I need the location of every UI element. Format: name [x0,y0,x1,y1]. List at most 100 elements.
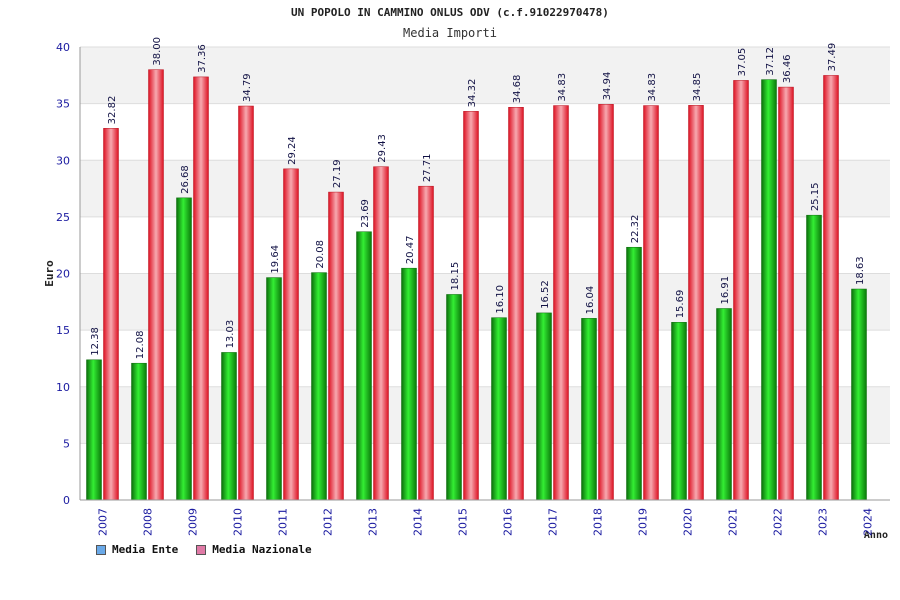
data-label: 18.15 [450,262,461,291]
bar-media-nazionale [508,106,524,501]
data-label: 12.08 [135,331,146,360]
legend-item-nazionale: Media Nazionale [196,543,312,556]
data-label: 13.03 [225,320,236,349]
bar-media-ente [401,267,417,501]
bar-media-ente [761,79,777,501]
y-tick-label: 10 [56,381,70,394]
bar-media-nazionale [103,128,119,501]
data-label: 18.63 [855,256,866,285]
bar-media-ente [581,318,597,501]
data-label: 34.68 [512,75,523,104]
x-tick-label: 2009 [187,508,200,536]
grid-band [80,160,890,217]
bar-media-ente [221,352,237,501]
bar-media-nazionale [373,166,389,501]
grid-band [80,443,890,500]
x-tick-label: 2019 [637,508,650,536]
y-axis-label: Euro [43,260,56,287]
data-label: 19.64 [270,245,281,274]
data-label: 37.05 [737,48,748,77]
data-label: 37.12 [765,47,776,76]
bar-media-nazionale [238,105,254,501]
data-label: 37.36 [197,44,208,73]
x-tick-label: 2012 [322,508,335,536]
y-tick-label: 35 [56,98,70,111]
bar-media-nazionale [418,185,434,501]
data-label: 26.68 [180,165,191,194]
grid [80,46,890,501]
data-label: 27.19 [332,159,343,188]
y-tick-label: 30 [56,154,70,167]
data-label: 34.83 [557,73,568,102]
legend-item-ente: Media Ente [96,543,178,556]
bar-media-ente [266,277,282,501]
grid-band [80,386,890,444]
y-tick-label: 5 [63,437,70,450]
bar-media-nazionale [643,105,659,501]
bar-media-nazionale [778,86,794,501]
y-tick-label: 0 [63,494,70,507]
data-label: 16.10 [495,285,506,314]
x-tick-label: 2023 [817,508,830,536]
data-label: 16.52 [540,280,551,309]
data-label: 38.00 [152,37,163,66]
x-tick-label: 2011 [277,508,290,536]
axes: 0 5 10 15 20 25 30 35 40 Euro Anno 2007 2008 2009 2010… [43,41,890,541]
x-tick-label: 2008 [142,508,155,536]
bar-media-ente [491,317,507,501]
x-tick-label: 2020 [682,508,695,536]
y-tick-label: 20 [56,268,70,281]
bar-media-nazionale [733,80,749,501]
data-label: 16.91 [720,276,731,305]
x-tick-label: 2010 [232,508,245,536]
data-label: 34.94 [602,72,613,101]
data-label: 29.43 [377,134,388,163]
data-label: 20.47 [405,236,416,265]
x-tick-label: 2015 [457,508,470,536]
x-tick-label: 2014 [412,508,425,536]
grid-band [80,47,890,104]
legend-label-ente: Media Ente [112,543,179,556]
bar-media-nazionale [463,111,479,501]
bar-media-nazionale [553,105,569,501]
x-tick-label: 2018 [592,508,605,536]
x-axis-label: Anno [864,530,888,541]
x-tick-label: 2007 [97,508,110,536]
bar-media-ente [671,322,687,501]
data-label: 16.04 [585,286,596,315]
bar-media-ente [176,197,192,501]
data-label: 27.71 [422,154,433,183]
x-tick-label: 2021 [727,508,740,536]
data-label: 12.38 [90,327,101,356]
bar-media-ente [356,231,372,501]
bar-media-ente [806,214,822,501]
bar-media-nazionale [328,191,344,501]
legend: Media Ente Media Nazionale [96,543,312,556]
x-tick-label: 2024 [862,508,875,536]
data-label: 34.32 [467,79,478,108]
y-tick-label: 25 [56,211,70,224]
grid-band [80,103,890,161]
x-tick-label: 2013 [367,508,380,536]
bar-media-ente [536,312,552,501]
grid-band [80,273,890,331]
data-label: 23.69 [360,199,371,228]
bar-media-nazionale [193,76,209,501]
y-tick-label: 15 [56,324,70,337]
data-labels: 12.38 32.82 12.08 38.00 26.68 37.36 13.03 34.79… [90,37,866,359]
bars [86,69,867,501]
bar-media-ente [716,308,732,501]
chart-title: UN POPOLO IN CAMMINO ONLUS ODV (c.f.9102… [291,6,609,19]
x-tick-label: 2017 [547,508,560,536]
bar-media-nazionale [688,105,704,501]
grid-band [80,216,890,274]
data-label: 34.85 [692,73,703,102]
bar-media-nazionale [283,168,299,501]
bar-media-ente [626,246,642,501]
x-tick-label: 2022 [772,508,785,536]
data-label: 29.24 [287,136,298,165]
y-tick-label: 40 [56,41,70,54]
legend-swatch-nazionale [196,544,207,555]
data-label: 20.08 [315,240,326,269]
